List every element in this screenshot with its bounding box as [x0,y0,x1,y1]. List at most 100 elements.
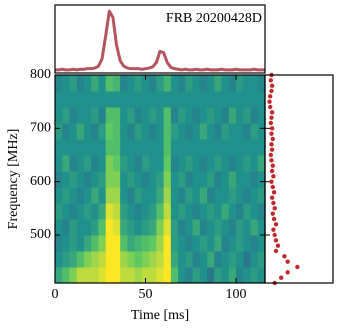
heatmap-cell [156,171,165,188]
heatmap-cell [243,123,252,140]
spectrum-point [270,136,275,142]
profile-line [55,9,265,72]
spectrum-point [267,104,273,110]
heatmap-cell [55,139,63,156]
heatmap-cell [228,123,237,140]
heatmap-cell [91,187,99,204]
heatmap-cell [105,187,114,204]
spectrum-point [268,78,274,83]
heatmap-cell [221,187,230,204]
heatmap-cell [170,251,179,268]
heatmap-cell [163,155,172,172]
y-tick-label: 700 [30,121,51,136]
heatmap-cell [250,235,259,252]
heatmap-cell [178,139,186,156]
heatmap-cell [83,251,92,268]
heatmap-cell [98,187,107,204]
spectrum-point [270,184,275,190]
heatmap-cell [141,267,150,284]
heatmap-cell [178,75,186,92]
heatmap-cell [134,235,143,252]
heatmap-cell [170,155,179,172]
heatmap-cell [221,123,230,140]
heatmap-cell [185,187,194,204]
heatmap-cell [141,107,150,124]
heatmap-cell [170,235,179,252]
heatmap-cell [185,171,194,188]
heatmap-cell [228,107,237,124]
heatmap-cell [185,75,194,92]
heatmap-cell [83,187,92,204]
y-tick-label: 500 [30,227,51,242]
panel-frame [264,74,334,284]
heatmap-cell [236,187,244,204]
heatmap-cell [98,107,107,124]
heatmap-cell [221,219,230,236]
heatmap-cell [207,155,215,172]
heatmap-cell [134,123,143,140]
heatmap-cell [199,139,208,156]
heatmap-cell [98,235,107,252]
heatmap-cell [76,203,85,220]
heatmap-cell [69,203,78,220]
heatmap-cell [105,155,114,172]
heatmap-cell [170,267,179,284]
heatmap-cell [257,219,266,236]
heatmap-cell [91,75,99,92]
spectrum-point [269,147,275,152]
heatmap-cell [228,91,237,108]
heatmap-cell [207,203,215,220]
heatmap-cell [98,251,107,268]
heatmap-cell [112,155,121,172]
heatmap-cell [257,123,266,140]
heatmap-cell [120,187,128,204]
heatmap-cell [163,203,172,220]
spectrum-point [270,211,275,216]
heatmap-cell [120,171,128,188]
spectrum-point [271,200,276,206]
heatmap-cell [149,139,157,156]
heatmap-cell [214,91,223,108]
heatmap-cell [214,219,223,236]
heatmap-cell [199,75,208,92]
heatmap-cell [236,203,244,220]
heatmap-cell [185,155,194,172]
heatmap-cell [98,203,107,220]
heatmap-cell [243,187,252,204]
heatmap-cell [178,219,186,236]
heatmap-cell [199,123,208,140]
heatmap-cell [207,235,215,252]
heatmap-cell [250,219,259,236]
heatmap-cell [91,155,99,172]
heatmap-cell [178,251,186,268]
heatmap-cell [55,155,63,172]
heatmap-cell [91,235,99,252]
heatmap-cell [127,107,136,124]
heatmap-cell [178,187,186,204]
heatmap-cell [170,75,179,92]
heatmap-cell [141,75,150,92]
heatmap-cell [207,75,215,92]
heatmap-cell [192,203,201,220]
x-tick-label: 50 [139,287,153,302]
heatmap-cell [55,235,63,252]
heatmap-cell [120,203,128,220]
heatmap-cell [163,187,172,204]
heatmap-cell [69,91,78,108]
heatmap-cell [228,251,237,268]
heatmap-cell [250,187,259,204]
heatmap-cell [62,219,70,236]
heatmap-cell [243,267,252,284]
heatmap-cell [250,155,259,172]
heatmap-cell [214,251,223,268]
heatmap-cell [62,107,70,124]
heatmap-cell [91,107,99,124]
heatmap-cell [55,107,63,124]
spectrum-point [273,222,279,227]
heatmap-cell [83,235,92,252]
heatmap-cell [214,187,223,204]
heatmap-cell [83,139,92,156]
heatmap-cell [178,235,186,252]
heatmap-cell [185,203,194,220]
